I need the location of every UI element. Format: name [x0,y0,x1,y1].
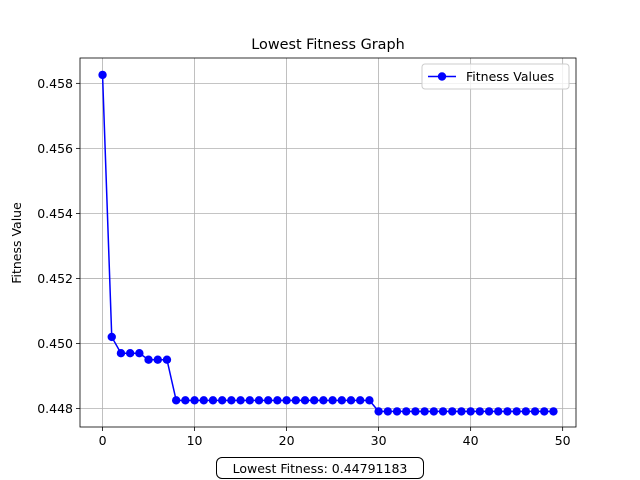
data-point [494,407,503,416]
y-tick-label: 0.458 [37,76,73,91]
lowest-fitness-label: Lowest Fitness: 0.44791183 [232,460,408,476]
data-point [420,407,429,416]
data-point [503,407,512,416]
data-point [291,396,300,405]
data-point [411,407,420,416]
data-point [309,396,319,405]
data-point [475,407,485,416]
data-point [98,70,107,80]
data-point [392,407,402,416]
data-point [374,407,383,416]
data-point [135,349,144,358]
x-tick-label: 50 [555,433,571,448]
data-point [429,407,439,416]
data-point [162,355,172,364]
axes-frame [79,57,577,428]
data-point [383,407,393,416]
grid-lines [80,58,576,427]
data-point [457,407,466,416]
data-point [319,396,328,405]
data-point [199,396,208,405]
data-point [153,355,162,364]
y-tick-label: 0.452 [37,271,73,286]
data-point [282,396,291,405]
data-point [365,396,374,405]
data-point [144,355,153,364]
plot-area-border [79,57,577,428]
lowest-fitness-box: Lowest Fitness: 0.44791183 [216,457,424,479]
data-point [236,396,245,405]
x-tick-label: 0 [99,433,107,448]
y-tick-label: 0.448 [37,401,73,416]
data-point [438,407,448,416]
data-point [171,396,181,405]
data-point [254,396,264,405]
data-point [337,396,347,405]
x-axis-ticks: 0 10 20 30 40 50 [99,427,571,448]
data-point [190,396,199,405]
legend-marker-swatch [437,72,447,81]
data-point [217,396,227,405]
data-point [549,407,558,416]
data-point [530,407,540,416]
x-tick-label: 40 [463,433,479,448]
y-tick-label: 0.454 [37,206,73,221]
data-point [356,396,365,405]
y-tick-label: 0.456 [37,141,73,156]
data-point [521,407,531,416]
data-point [540,407,549,416]
data-point [466,407,475,416]
x-tick-label: 20 [279,433,295,448]
x-tick-label: 30 [371,433,387,448]
chart-title: Lowest Fitness Graph [251,37,404,53]
data-point [328,396,337,405]
data-point [484,407,494,416]
data-point [346,396,356,405]
legend-label: Fitness Values [466,69,554,84]
y-tick-label: 0.450 [37,336,73,351]
data-point [181,396,190,405]
data-point [273,396,282,405]
y-axis-ticks: 0.448 0.450 0.452 0.454 0.456 0.458 [37,76,80,416]
series-group [98,70,558,416]
data-point [512,407,521,416]
data-point [245,396,254,405]
data-point [448,407,457,416]
data-point [227,396,236,405]
legend-box [421,63,570,90]
legend: Fitness Values [421,63,570,90]
data-point [107,332,116,342]
data-point [402,407,411,416]
data-point [300,396,310,405]
data-point [263,396,273,405]
data-point [116,349,126,358]
data-point [125,349,135,358]
x-tick-label: 10 [187,433,203,448]
data-point [208,396,218,405]
y-axis-label: Fitness Value [9,202,24,284]
